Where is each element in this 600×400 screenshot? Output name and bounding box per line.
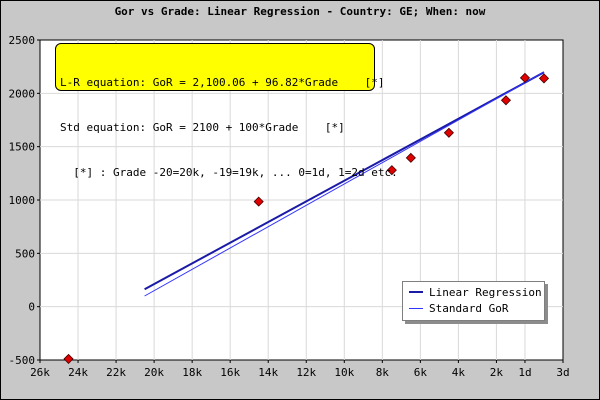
x-tick-label: 12k (296, 366, 316, 379)
x-tick-label: 26k (30, 366, 50, 379)
legend-label-linear-regression: Linear Regression (429, 285, 542, 299)
data-point (405, 152, 416, 163)
legend: Linear Regression Standard GoR (402, 281, 545, 321)
legend-item-linear-regression: Linear Regression (409, 285, 542, 299)
y-tick-label: 500 (15, 247, 35, 260)
data-point (519, 72, 531, 83)
x-tick-label: 1d (518, 366, 531, 379)
x-tick-label: 18k (182, 366, 202, 379)
y-tick-label: 1500 (9, 141, 36, 154)
series-line-linear-regression (144, 71, 545, 291)
data-point (443, 127, 454, 138)
x-tick-label: 3d (556, 366, 569, 379)
data-point (538, 73, 550, 84)
data-point (63, 353, 74, 364)
x-tick-label: 24k (68, 366, 88, 379)
annotation-line-std: Std equation: GoR = 2100 + 100*Grade [*] (60, 121, 345, 134)
legend-item-standard-gor: Standard GoR (409, 301, 508, 315)
series-group (63, 71, 550, 364)
y-tick-label: 2000 (9, 87, 36, 100)
data-point (500, 95, 512, 106)
equation-annotation-box: L-R equation: GoR = 2,100.06 + 96.82*Gra… (55, 43, 398, 179)
legend-swatch-standard-gor (409, 307, 423, 309)
x-tick-label: 2k (490, 366, 504, 379)
x-tick-label: 8k (376, 366, 390, 379)
y-tick-label: -500 (9, 354, 36, 367)
series-line-standard-gor (144, 71, 545, 297)
annotation-line-note: [*] : Grade -20=20k, -19=19k, ... 0=1d, … (60, 166, 398, 179)
y-tick-label: 1000 (9, 194, 36, 207)
legend-label-standard-gor: Standard GoR (429, 301, 509, 315)
y-axis-ticks: -500 0 500 1000 1500 2000 2500 (9, 34, 40, 367)
legend-swatch-linear-regression (409, 291, 423, 293)
x-tick-label: 20k (144, 366, 164, 379)
annotation-line-lr: L-R equation: GoR = 2,100.06 + 96.82*Gra… (60, 76, 385, 89)
x-tick-label: 6k (414, 366, 428, 379)
data-point (253, 196, 264, 207)
y-tick-label: 2500 (9, 34, 36, 47)
x-tick-label: 16k (220, 366, 240, 379)
data-point (386, 165, 397, 176)
x-tick-label: 10k (334, 366, 354, 379)
x-axis-ticks: 26k 24k 22k 20k 18k 16k 14k 12k 10k 8k 6k 4k 2k 1d 3d (30, 360, 570, 379)
x-tick-label: 14k (258, 366, 278, 379)
chart-title: Gor vs Grade: Linear Regression - Countr… (114, 5, 486, 18)
x-tick-label: 4k (452, 366, 466, 379)
x-tick-label: 22k (106, 366, 126, 379)
y-tick-label: 0 (28, 301, 35, 314)
